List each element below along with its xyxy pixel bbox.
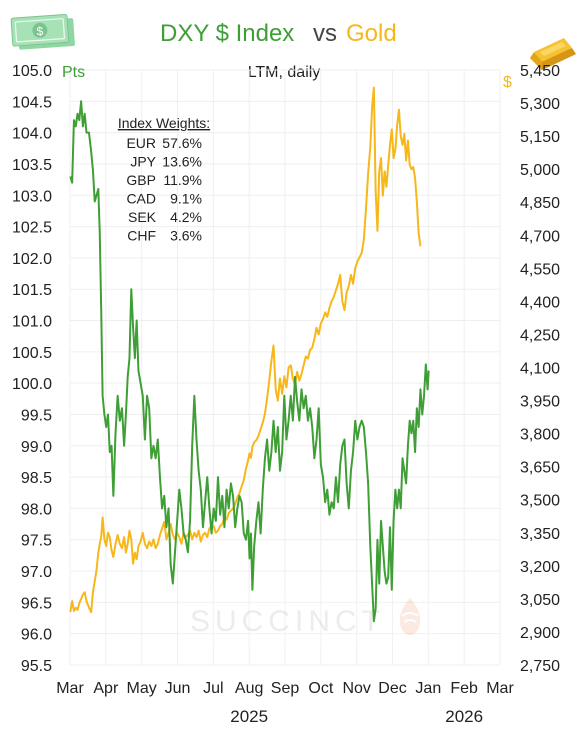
left-tick-label: 99.5	[21, 407, 52, 424]
weight-code: GBP	[126, 172, 156, 188]
left-tick-label: 97.5	[21, 533, 52, 550]
right-axis: 5,450 5,300 5,150 5,000 4,850 4,700 4,550 4,400…	[520, 63, 560, 675]
subtitle: LTM, daily	[248, 64, 321, 81]
left-axis-unit: Pts	[62, 64, 85, 81]
right-tick-label: 3,350	[520, 526, 560, 543]
weight-code: SEK	[128, 209, 157, 225]
title: DXY $ Index vs Gold	[160, 20, 397, 47]
title-vs: vs	[313, 20, 337, 47]
right-tick-label: 5,000	[520, 162, 560, 179]
series-line-dxy	[69, 100, 430, 623]
left-tick-label: 103.5	[12, 157, 52, 174]
x-tick-label: Jun	[165, 680, 191, 697]
x-tick-label: Oct	[308, 680, 333, 697]
right-tick-label: 3,500	[520, 493, 560, 510]
right-tick-label: 3,800	[520, 427, 560, 444]
left-tick-label: 100.0	[12, 376, 52, 393]
left-tick-label: 96.0	[21, 627, 52, 644]
x-axis: Mar Apr May Jun Jul Aug Sep Oct Nov Dec Jan Feb Mar2…	[56, 680, 514, 726]
left-tick-label: 102.5	[12, 220, 52, 237]
svg-text:$: $	[36, 24, 44, 38]
weight-pct: 11.9%	[163, 172, 202, 188]
x-tick-label: Aug	[235, 680, 263, 697]
left-tick-label: 102.0	[12, 251, 52, 268]
left-tick-label: 97.0	[21, 564, 52, 581]
title-gold: Gold	[346, 20, 397, 47]
right-tick-label: 4,850	[520, 195, 560, 212]
x-tick-label: Jul	[203, 680, 223, 697]
right-tick-label: 4,700	[520, 228, 560, 245]
right-tick-label: 4,550	[520, 261, 560, 278]
weights-heading: Index Weights:	[118, 115, 210, 131]
left-tick-label: 95.5	[21, 658, 52, 675]
x-tick-label: Dec	[378, 680, 406, 697]
watermark: SUCCINCT	[180, 588, 435, 648]
weight-code: CAD	[126, 191, 156, 207]
x-tick-label: Nov	[342, 680, 370, 697]
x-tick-label: Sep	[271, 680, 300, 697]
left-tick-label: 101.5	[12, 282, 52, 299]
year-label: 2025	[230, 707, 268, 726]
weight-pct: 13.6%	[162, 154, 202, 170]
weight-pct: 3.6%	[170, 228, 202, 244]
left-tick-label: 96.5	[21, 595, 52, 612]
right-tick-label: 5,450	[520, 63, 560, 80]
weight-pct: 57.6%	[162, 135, 202, 151]
left-tick-label: 104.5	[12, 94, 52, 111]
year-label: 2026	[445, 707, 483, 726]
left-tick-label: 100.5	[12, 345, 52, 362]
right-tick-label: 4,400	[520, 294, 560, 311]
left-tick-label: 103.0	[12, 188, 52, 205]
title-dxy: DXY $ Index	[160, 20, 294, 47]
weight-code: JPY	[130, 154, 156, 170]
watermark-logo-icon	[399, 598, 421, 635]
right-tick-label: 2,750	[520, 658, 560, 675]
right-tick-label: 5,300	[520, 96, 560, 113]
x-tick-label: May	[127, 680, 157, 697]
right-axis-unit: $	[503, 74, 512, 91]
gold-bar-icon	[530, 38, 576, 70]
left-axis: 105.0 104.5 104.0 103.5 103.0 102.5 102.0 101.5…	[12, 63, 52, 675]
left-tick-label: 104.0	[12, 126, 52, 143]
x-tick-label: Mar	[486, 680, 514, 697]
x-tick-label: Feb	[450, 680, 478, 697]
right-tick-label: 4,250	[520, 327, 560, 344]
series-line-gold	[69, 86, 422, 614]
watermark-text: SUCCINCT	[190, 605, 385, 638]
dollar-banknote-icon: $	[10, 13, 75, 50]
x-tick-label: Apr	[93, 680, 119, 697]
series-lines	[69, 86, 430, 623]
weight-pct: 9.1%	[170, 191, 202, 207]
right-tick-label: 3,050	[520, 592, 560, 609]
right-tick-label: 3,650	[520, 460, 560, 477]
grid	[69, 69, 501, 666]
weight-pct: 4.2%	[170, 209, 202, 225]
left-tick-label: 101.0	[12, 314, 52, 331]
right-tick-label: 3,200	[520, 559, 560, 576]
right-tick-label: 4,100	[520, 361, 560, 378]
left-tick-label: 98.0	[21, 501, 52, 518]
right-tick-label: 5,150	[520, 129, 560, 146]
index-weights: Index Weights: EUR 57.6% JPY 13.6% GBP 11.9% C…	[118, 115, 210, 244]
left-tick-label: 98.5	[21, 470, 52, 487]
x-tick-label: Mar	[56, 680, 84, 697]
weight-code: EUR	[126, 135, 156, 151]
left-tick-label: 105.0	[12, 63, 52, 80]
x-tick-label: Jan	[415, 680, 441, 697]
left-tick-label: 99.0	[21, 439, 52, 456]
right-tick-label: 3,950	[520, 394, 560, 411]
weight-code: CHF	[127, 228, 156, 244]
right-tick-label: 2,900	[520, 625, 560, 642]
